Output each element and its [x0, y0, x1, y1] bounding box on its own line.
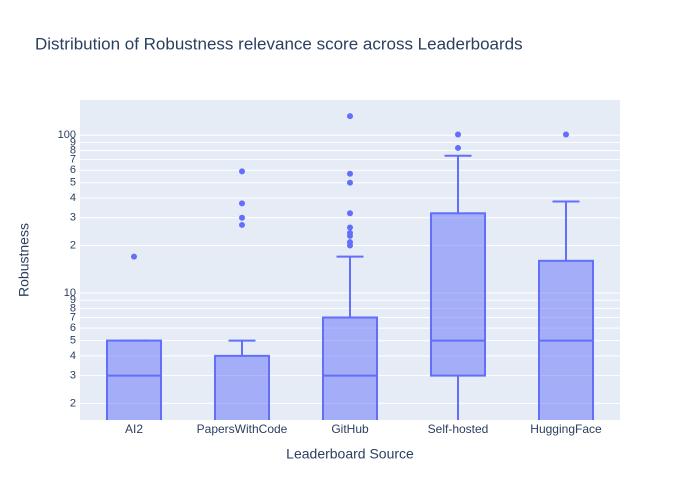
y-tick-label: 2 [70, 239, 76, 251]
chart-title: Distribution of Robustness relevance sco… [35, 34, 523, 53]
outlier [239, 214, 245, 221]
outlier [347, 210, 353, 217]
x-tick-label: HuggingFace [530, 422, 602, 436]
x-tick-label: PapersWithCode [197, 422, 288, 436]
outlier [455, 144, 461, 151]
box [322, 316, 378, 420]
outlier [239, 200, 245, 207]
y-tick-label: 8 [70, 144, 76, 156]
y-tick-label: 5 [70, 177, 76, 189]
y-tick-label: 7 [70, 311, 76, 323]
y-tick-label: 6 [70, 164, 76, 176]
x-tick-label: GitHub [331, 422, 369, 436]
y-tick-label: 3 [70, 370, 76, 382]
outlier [347, 232, 353, 239]
outlier [347, 242, 353, 249]
outlier [347, 113, 353, 120]
outlier [347, 179, 353, 186]
outlier [131, 253, 137, 260]
x-tick-label: AI2 [125, 422, 143, 436]
outlier [347, 224, 353, 231]
y-tick-label: 4 [70, 192, 76, 204]
y-tick-label: 8 [70, 302, 76, 314]
y-tick-label: 4 [70, 350, 76, 362]
y-tick-label: 9 [70, 294, 76, 306]
y-tick-label: 9 [70, 136, 76, 148]
box [106, 339, 162, 420]
y-tick-label: 7 [70, 154, 76, 166]
y-axis-title: Robustness [16, 223, 32, 297]
outlier [239, 168, 245, 175]
box [430, 212, 486, 377]
x-axis-title: Leaderboard Source [286, 446, 414, 462]
y-tick-label: 6 [70, 322, 76, 334]
outlier [239, 221, 245, 228]
y-tick-label: 5 [70, 334, 76, 346]
y-tick-label: 100 [58, 129, 76, 141]
y-tick-label: 10 [64, 287, 76, 299]
outlier [563, 131, 569, 138]
outlier [455, 131, 461, 138]
y-tick-label: 3 [70, 212, 76, 224]
box [214, 354, 270, 420]
plot-area [106, 113, 594, 420]
x-tick-label: Self-hosted [428, 422, 489, 436]
y-tick-label: 2 [70, 397, 76, 409]
outlier [347, 170, 353, 177]
